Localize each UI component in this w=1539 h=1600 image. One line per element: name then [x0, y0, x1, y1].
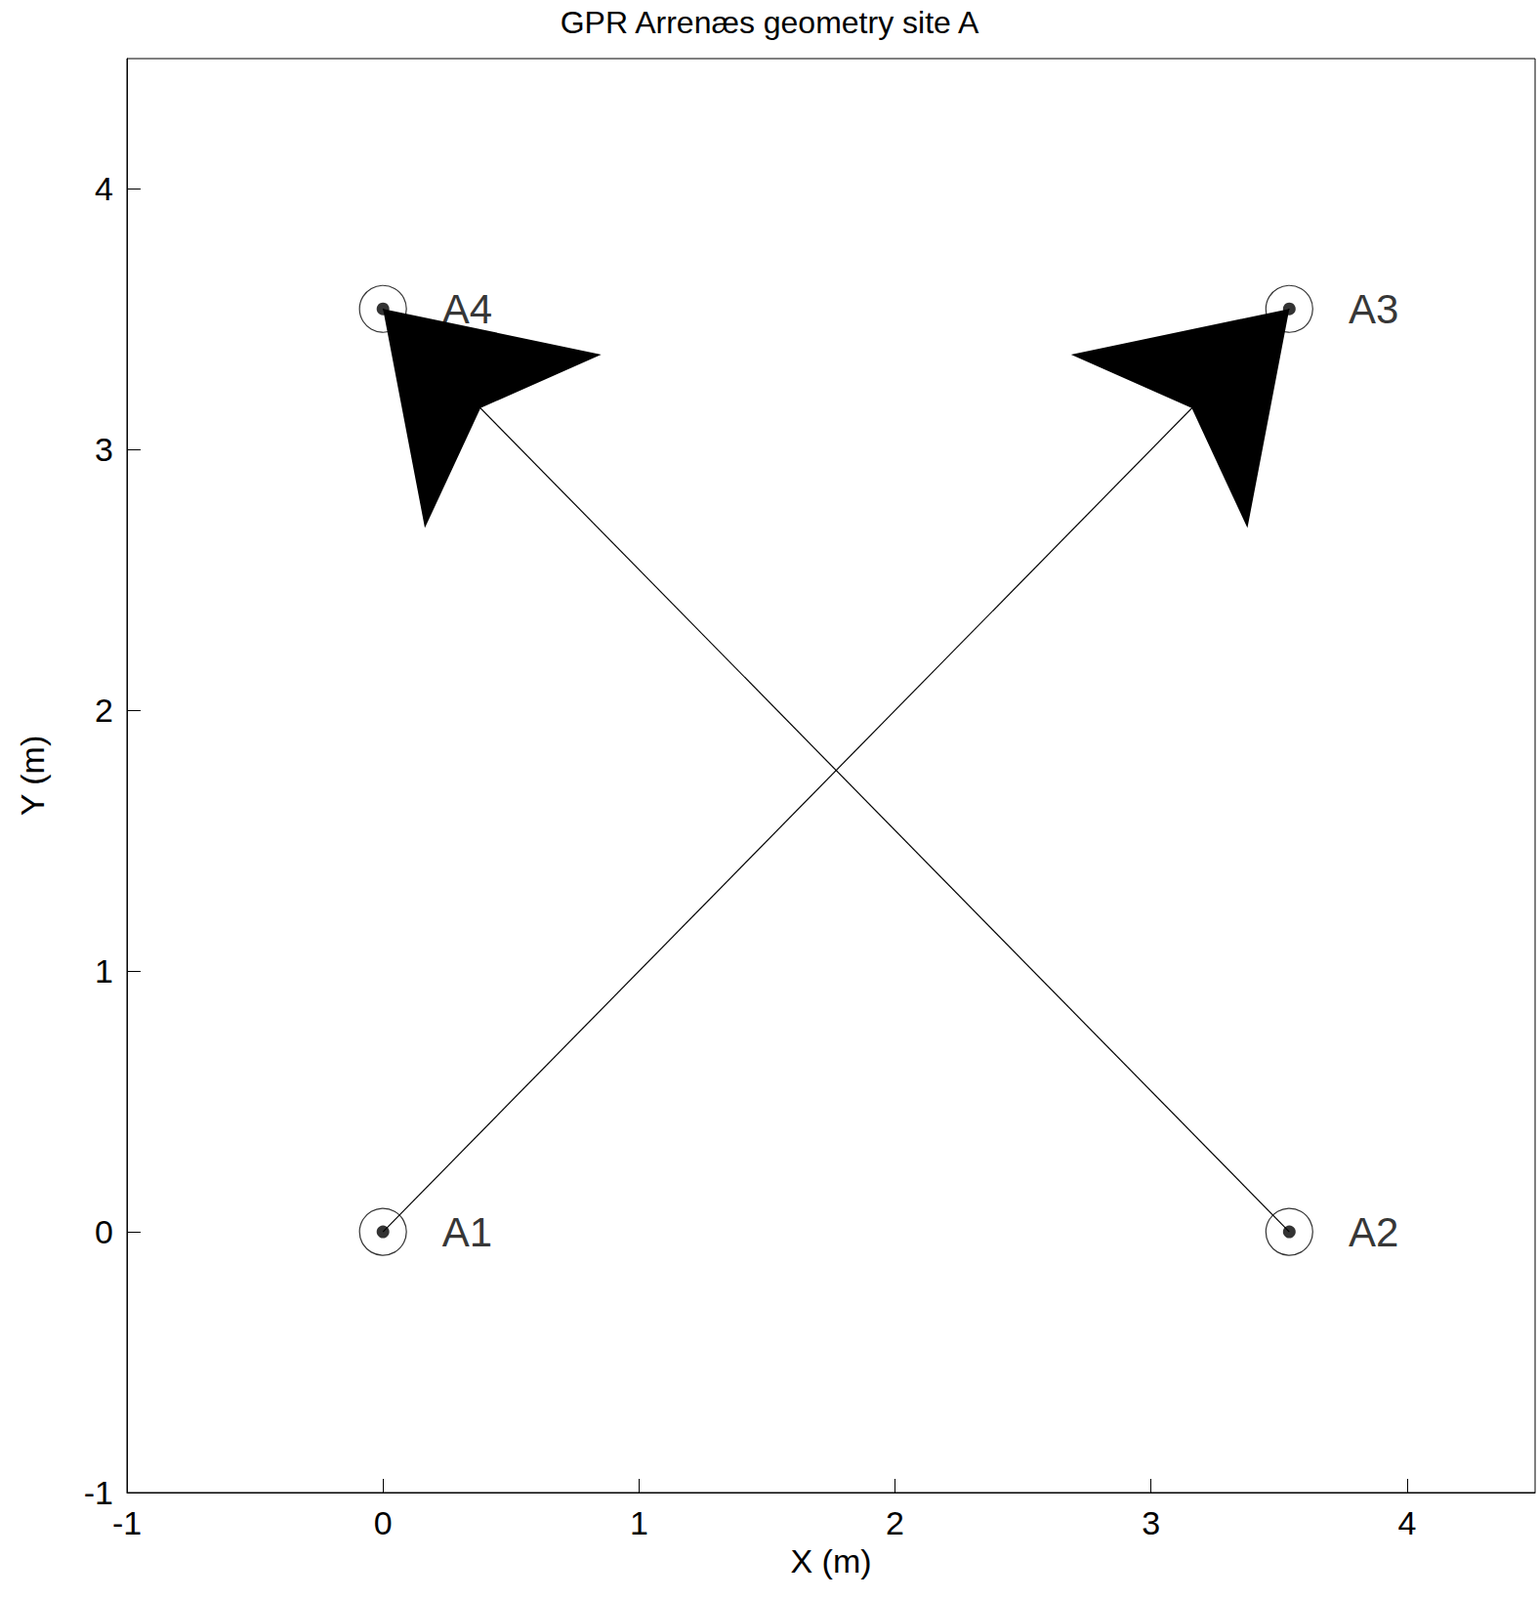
svg-text:-1: -1 — [83, 1473, 114, 1511]
svg-text:A1: A1 — [442, 1208, 493, 1255]
svg-text:1: 1 — [94, 952, 114, 990]
svg-text:GPR Arrenæs geometry site A: GPR Arrenæs geometry site A — [560, 4, 980, 41]
svg-text:1: 1 — [629, 1503, 649, 1541]
svg-text:4: 4 — [94, 169, 114, 208]
svg-text:X (m): X (m) — [790, 1541, 872, 1580]
svg-text:Y (m): Y (m) — [13, 735, 51, 816]
svg-text:2: 2 — [94, 691, 114, 729]
svg-text:-1: -1 — [112, 1503, 142, 1541]
svg-text:A3: A3 — [1348, 286, 1399, 333]
svg-text:4: 4 — [1397, 1503, 1416, 1541]
svg-text:A4: A4 — [442, 286, 493, 333]
svg-text:2: 2 — [885, 1503, 905, 1541]
svg-text:0: 0 — [94, 1212, 114, 1250]
svg-text:3: 3 — [94, 430, 114, 468]
svg-text:0: 0 — [374, 1503, 393, 1541]
svg-text:A2: A2 — [1348, 1208, 1399, 1255]
svg-text:3: 3 — [1141, 1503, 1161, 1541]
